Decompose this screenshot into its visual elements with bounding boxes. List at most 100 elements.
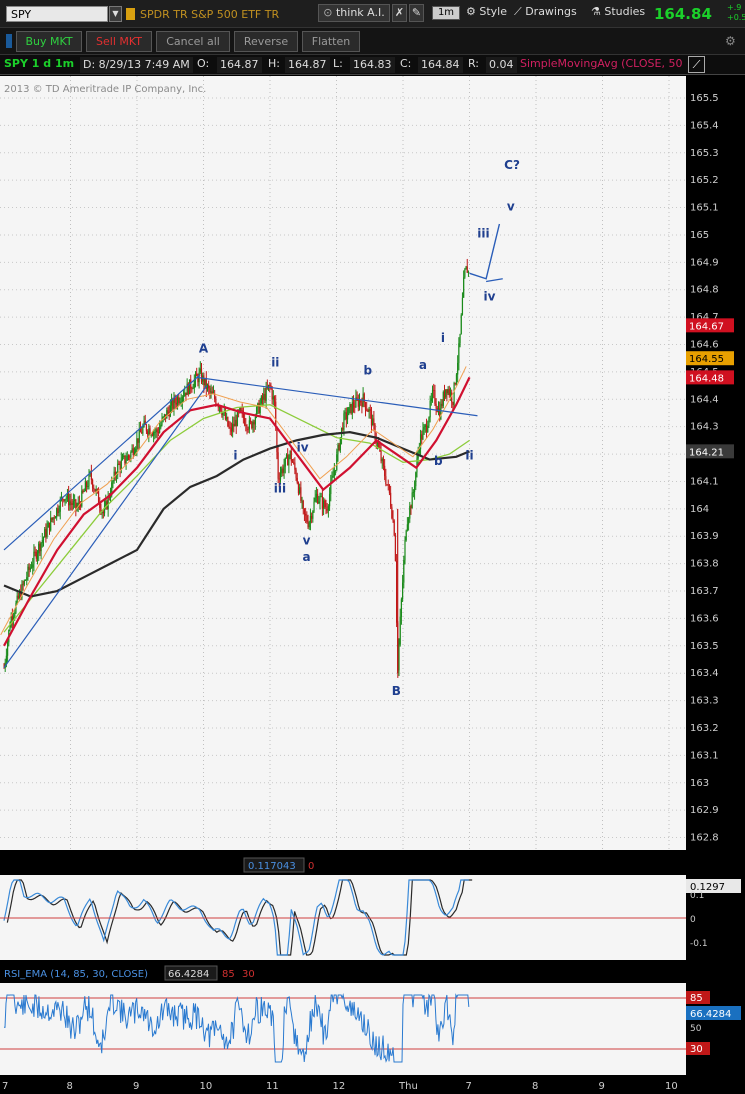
candle-body bbox=[187, 383, 189, 395]
trend-line bbox=[196, 376, 478, 417]
candle-body bbox=[156, 429, 158, 433]
candle-body bbox=[131, 448, 133, 453]
candle-body bbox=[190, 379, 192, 389]
price-marker-label: 164.55 bbox=[689, 354, 724, 365]
ticker-icon bbox=[126, 8, 135, 20]
reverse-button[interactable]: Reverse bbox=[234, 31, 298, 52]
candle-body bbox=[453, 383, 455, 405]
rsi-line bbox=[3, 993, 470, 1063]
candle-body bbox=[159, 427, 161, 433]
candle-body bbox=[66, 493, 69, 499]
candle-body bbox=[3, 667, 5, 669]
candle-body bbox=[58, 511, 60, 513]
candle-body bbox=[303, 508, 306, 514]
think-ai-button[interactable]: ⊙ think A.I. bbox=[318, 4, 390, 22]
macd-last-box bbox=[686, 879, 741, 893]
candle-body bbox=[57, 508, 59, 513]
candle-body bbox=[6, 642, 9, 656]
candle-body bbox=[119, 464, 121, 470]
candle-body bbox=[182, 396, 185, 398]
candle-body bbox=[240, 407, 242, 411]
rsi-oversold: 30 bbox=[242, 969, 255, 980]
candle-body bbox=[170, 400, 173, 406]
price-tick-label: 164.3 bbox=[690, 422, 719, 433]
candle-body bbox=[344, 412, 346, 414]
candle-body bbox=[331, 477, 333, 482]
candle-body bbox=[242, 411, 244, 418]
candle-body bbox=[188, 379, 191, 395]
candle-body bbox=[233, 423, 235, 427]
settings-icon[interactable]: ⚙ bbox=[725, 34, 736, 48]
candle-body bbox=[222, 412, 224, 416]
symbol-input[interactable]: SPY bbox=[6, 6, 108, 22]
candle-body bbox=[291, 461, 294, 463]
candle-body bbox=[336, 454, 338, 470]
chart-label[interactable]: SPY 1 d 1m bbox=[4, 57, 75, 70]
chevron-down-icon[interactable]: ▼ bbox=[109, 6, 122, 22]
price-tick-label: 165.1 bbox=[690, 203, 719, 214]
candle-body bbox=[88, 474, 90, 487]
candle-body bbox=[345, 412, 347, 420]
candle-body bbox=[105, 501, 107, 507]
price-tick-label: 164.1 bbox=[690, 476, 719, 487]
candle-body bbox=[75, 499, 77, 509]
crosshair-icon[interactable]: ✗ bbox=[392, 4, 407, 22]
buy-market-button[interactable]: Buy MKT bbox=[16, 31, 82, 52]
drawing-tool-icon[interactable]: ⟋ bbox=[688, 56, 705, 73]
candle-body bbox=[387, 484, 389, 486]
toolbar: SPY ▼ SPDR TR S&P 500 ETF TR ⊙ think A.I… bbox=[0, 0, 745, 28]
candle-body bbox=[160, 424, 162, 428]
interval-button[interactable]: 1m bbox=[432, 6, 460, 20]
cancel-all-button[interactable]: Cancel all bbox=[156, 31, 230, 52]
candle-body bbox=[206, 385, 209, 389]
pencil-icon[interactable]: ✎ bbox=[409, 4, 424, 22]
candle-body bbox=[356, 397, 358, 400]
style-menu[interactable]: ⚙ Style bbox=[466, 5, 507, 18]
candle-body bbox=[413, 486, 416, 493]
candle-body bbox=[103, 506, 106, 514]
wave-label: i bbox=[441, 331, 445, 345]
candle-body bbox=[126, 455, 128, 461]
percent-change: +0.5 bbox=[727, 13, 745, 22]
candle-body bbox=[197, 376, 199, 383]
candle-body bbox=[124, 455, 126, 464]
price-tick-label: 163.8 bbox=[690, 559, 719, 570]
candle-body bbox=[411, 492, 413, 509]
candle-body bbox=[339, 437, 341, 451]
candle-body bbox=[74, 499, 76, 502]
candle-body bbox=[269, 384, 271, 386]
study-label[interactable]: SimpleMovingAvg (CLOSE, 50 bbox=[520, 57, 682, 70]
order-bar: Buy MKT Sell MKT Cancel all Reverse Flat… bbox=[0, 28, 745, 55]
price-marker-box bbox=[686, 318, 734, 333]
candle-body bbox=[318, 501, 320, 504]
price-marker-box bbox=[686, 370, 734, 385]
high-value: 164.87 bbox=[285, 57, 330, 73]
candle-body bbox=[210, 391, 212, 393]
candle-body bbox=[224, 411, 227, 420]
candle-body bbox=[85, 482, 88, 488]
candle-body bbox=[402, 582, 404, 600]
candle-body bbox=[466, 266, 468, 273]
candle-body bbox=[428, 417, 430, 426]
candle-body bbox=[424, 425, 426, 427]
candle-body bbox=[163, 414, 165, 418]
trend-lines[interactable] bbox=[3, 223, 503, 669]
candle-body bbox=[161, 418, 163, 425]
candle-body bbox=[138, 428, 140, 443]
candle-body bbox=[176, 397, 179, 405]
candle-body bbox=[52, 517, 54, 520]
candle-body bbox=[107, 495, 109, 509]
candle-body bbox=[253, 421, 255, 425]
sell-market-button[interactable]: Sell MKT bbox=[86, 31, 152, 52]
candle-body bbox=[153, 431, 155, 436]
candle-body bbox=[80, 504, 82, 507]
candle-body bbox=[132, 448, 134, 455]
candle-body bbox=[433, 389, 435, 391]
candle-body bbox=[192, 387, 194, 389]
candle-body bbox=[150, 434, 152, 436]
drawings-menu[interactable]: ⟋ Drawings bbox=[514, 5, 577, 18]
flatten-button[interactable]: Flatten bbox=[302, 31, 360, 52]
studies-menu[interactable]: ⚗ Studies bbox=[591, 5, 646, 18]
candle-body bbox=[72, 501, 75, 505]
